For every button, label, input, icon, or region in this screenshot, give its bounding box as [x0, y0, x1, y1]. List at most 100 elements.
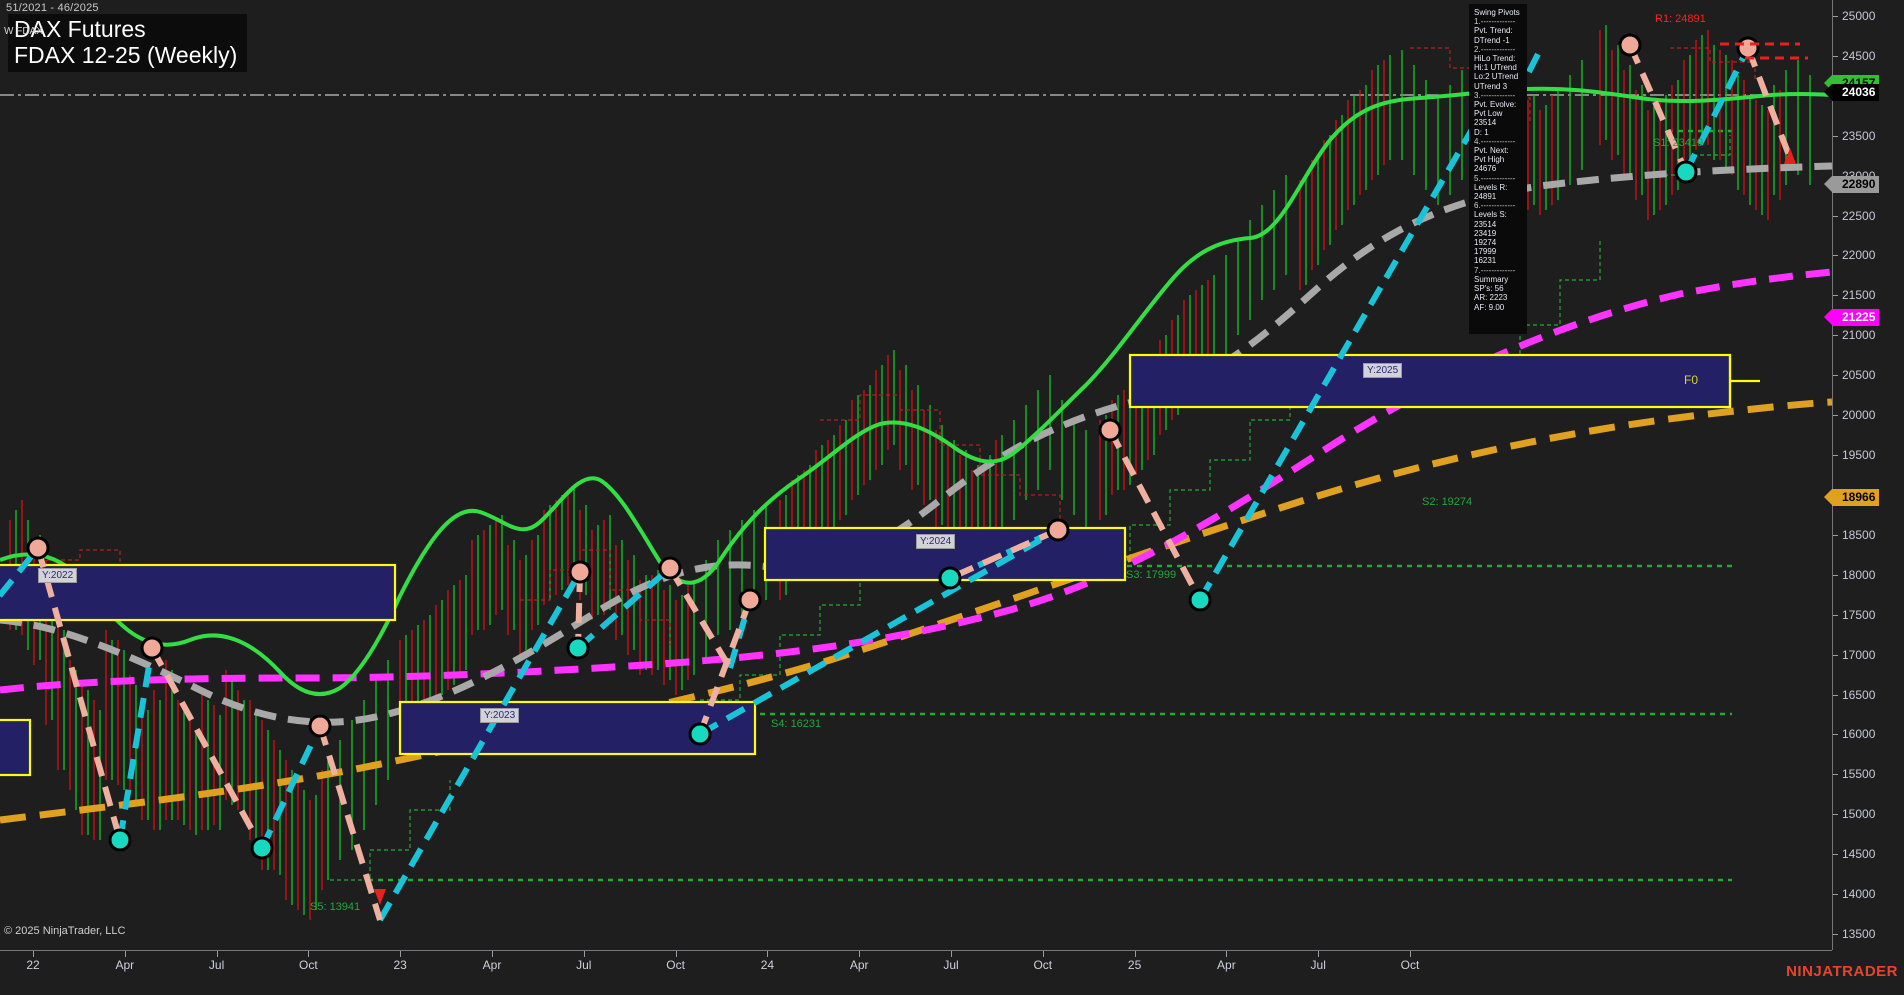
year-zone-boxes [0, 353, 1760, 777]
tick-label: 23500 [1842, 128, 1876, 143]
pivot-down-legs [35, 43, 1793, 921]
tick-label: 20000 [1842, 408, 1876, 423]
price-tag-arrow [1824, 489, 1832, 506]
year-label-2024: Y:2024 [916, 534, 956, 549]
time-label-Apr: Apr [849, 958, 869, 972]
tick-label: 18500 [1842, 527, 1876, 542]
info-panel-line-26: 17999 [1474, 247, 1497, 257]
tick-mark [1833, 135, 1838, 137]
tick-mark [1833, 534, 1838, 536]
tick-label: 25000 [1842, 8, 1876, 23]
tick-mark [1833, 255, 1838, 257]
time-tick-11 [1042, 951, 1044, 957]
tick-mark [1833, 894, 1838, 896]
time-label-Oct: Oct [299, 958, 318, 972]
tick-mark [1833, 415, 1838, 417]
pivot-arrow-head [374, 148, 1796, 905]
info-panel-line-2: Pvt. Trend: [1474, 26, 1513, 36]
ma-fast-line [0, 86, 1832, 697]
price-tag-arrow [1824, 84, 1832, 101]
projection-dashes [1720, 42, 1808, 60]
pivot-ma-tag[interactable]: 22890 [1824, 175, 1880, 193]
tick-mark [1833, 295, 1838, 297]
time-tick-5 [492, 951, 493, 957]
info-panel-line-1: 1.------------- [1474, 17, 1516, 27]
tick-mark [1833, 215, 1838, 217]
info-panel-line-27: 16231 [1474, 256, 1497, 266]
time-tick-14 [1318, 951, 1320, 957]
info-panel-line-17: 24676 [1474, 164, 1497, 174]
info-panel-line-31: AR: 2223 [1474, 293, 1508, 303]
tick-label: 24500 [1842, 48, 1876, 63]
level-label-s1: S1: 23419 [1653, 137, 1704, 149]
tick-label: 14500 [1842, 847, 1876, 862]
level-label-s2: S2: 19274 [1422, 496, 1473, 508]
info-panel-line-10: Pvt. Evolve: [1474, 100, 1517, 110]
tick-label: 19500 [1842, 448, 1876, 463]
time-label-22: 22 [26, 958, 40, 972]
pivot-high-marker [26, 33, 1760, 738]
year-label-2022: Y:2022 [38, 568, 78, 583]
info-panel-line-12: 23514 [1474, 118, 1497, 128]
swing-pivots-info-panel[interactable]: Swing Pivots 1.------------- Pvt. Trend: DT… [1469, 4, 1527, 334]
ma-mid-line [0, 162, 1832, 726]
chart-title-box: DAX Futures FDAX 12-25 (Weekly) [8, 14, 248, 72]
price-tag-arrow [1824, 74, 1832, 91]
price-tag-arrow [1824, 175, 1832, 192]
tick-label: 14000 [1842, 887, 1876, 902]
info-panel-line-0: Swing Pivots [1474, 8, 1520, 17]
info-panel-line-11: Pvt Low [1474, 109, 1503, 119]
tick-label: 22500 [1842, 208, 1876, 223]
info-panel-line-25: 19274 [1474, 238, 1497, 248]
info-panel-line-16: Pvt High [1474, 155, 1505, 165]
forecast-label-f0: F0 [1684, 373, 1699, 387]
price-axis[interactable]: 2500024500240002350023000225002200021500… [1824, 0, 1904, 950]
contract-name: FDAX 12-25 (Weekly) [14, 42, 238, 68]
tick-mark [1833, 574, 1838, 576]
slowest-ma-tag[interactable]: 18966 [1824, 489, 1880, 507]
tick-label: 17500 [1842, 607, 1876, 622]
series-tag-label: W FDAX [4, 26, 43, 37]
time-tick-13 [1226, 951, 1228, 957]
time-tick-6 [583, 951, 585, 957]
tick-mark [1833, 375, 1838, 377]
time-tick-0 [33, 951, 34, 957]
copyright-label: © 2025 NinjaTrader, LLC [4, 925, 126, 937]
price-chart-svg [0, 25, 1832, 922]
tick-mark [1833, 15, 1838, 17]
instrument-name: DAX Futures [14, 16, 146, 42]
info-panel-line-14: 4.------------- [1474, 136, 1516, 146]
time-tick-4 [400, 951, 402, 957]
info-panel-line-7: Lo:2 UTrend [1474, 72, 1519, 82]
tick-mark [1833, 654, 1838, 656]
time-label-Jul: Jul [943, 958, 959, 972]
info-panel-line-19: Levels R: [1474, 182, 1508, 192]
info-panel-line-20: 24891 [1474, 192, 1497, 202]
chart-plot-area[interactable]: R1: 24891 S1: 23419 S2: 19274 S3: 17999 … [0, 0, 1832, 950]
info-panel-line-5: HiLo Trend: [1474, 54, 1516, 64]
time-tick-1 [124, 951, 126, 957]
year-zone-2025 [1128, 353, 1732, 409]
last-price-tag[interactable]: 24036 [1824, 84, 1880, 102]
tick-label: 15000 [1842, 807, 1876, 822]
time-tick-7 [675, 951, 677, 957]
slow-ma-tag[interactable]: 21225 [1824, 308, 1880, 326]
info-panel-line-30: SP's: 56 [1474, 284, 1504, 294]
info-panel-line-29: Summary [1474, 274, 1509, 284]
tick-mark [1833, 55, 1838, 57]
tick-label: 13500 [1842, 927, 1876, 942]
year-zone-partial [0, 718, 32, 777]
time-axis[interactable]: 22 Apr Jul Oct 23 Apr Jul Oct 24 Apr Jul Oct 25 Apr Ju… [0, 950, 1832, 995]
tick-mark [1833, 774, 1838, 776]
time-label-Jul: Jul [208, 958, 225, 972]
tick-label: 15500 [1842, 767, 1876, 782]
time-label-23: 23 [393, 958, 407, 972]
time-label-Apr: Apr [115, 958, 135, 972]
time-tick-15 [1410, 951, 1411, 957]
tick-mark [1833, 694, 1838, 696]
level-label-s3: S3: 17999 [1126, 569, 1177, 581]
ma-slow-line [0, 268, 1832, 694]
time-tick-9 [859, 951, 861, 957]
level-label-s5: S5: 13941 [310, 901, 361, 913]
tick-mark [1833, 934, 1838, 936]
